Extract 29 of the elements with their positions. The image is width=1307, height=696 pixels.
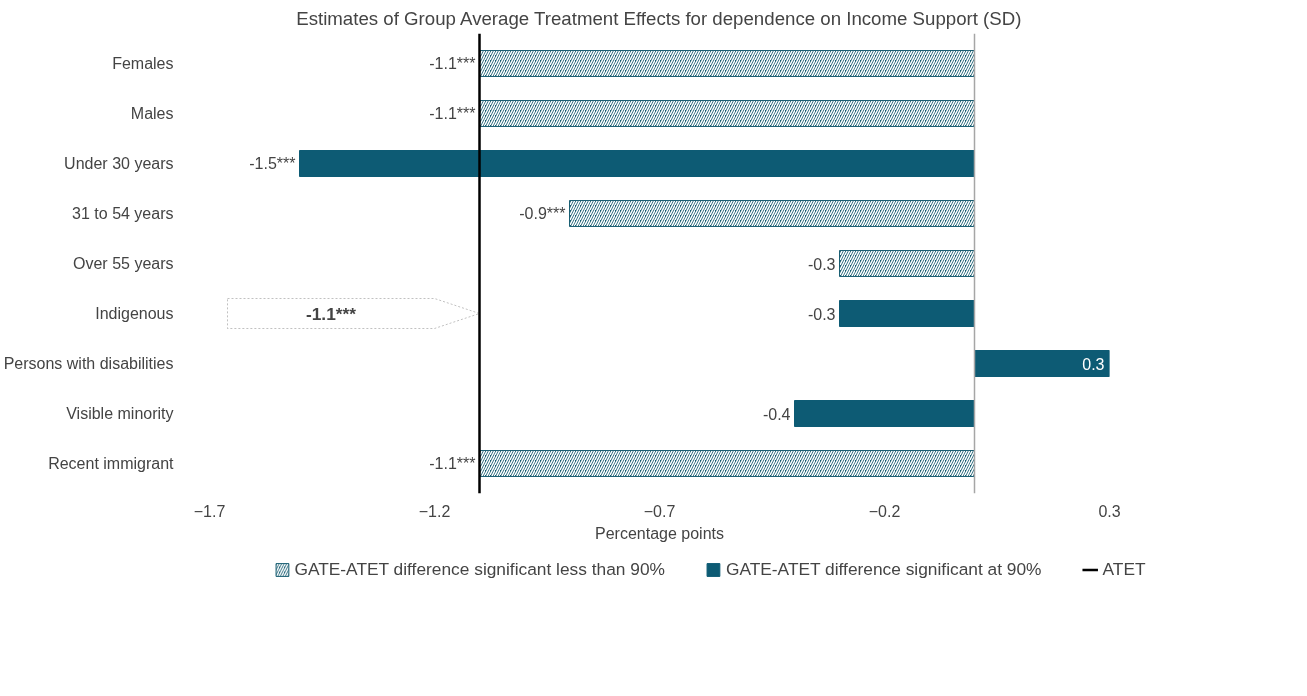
y-tick-label: Visible minority xyxy=(66,405,174,422)
data-label: 0.3 xyxy=(1082,355,1105,373)
annotation: -1.1*** xyxy=(305,303,357,324)
data-label: -1.1*** xyxy=(429,455,476,472)
x-tick-label: 0.3 xyxy=(1098,502,1121,520)
data-label: -0.3 xyxy=(807,255,836,273)
y-tick-label: 31 to 54 years xyxy=(72,205,174,222)
chart-title: Estimates of Group Average Treatment Effects for dependence on Income Support (SD) xyxy=(296,7,1022,29)
y-tick-label: Under 30 years xyxy=(64,155,174,172)
data-label: -0.3 xyxy=(807,305,836,323)
data-label: -0.9*** xyxy=(519,205,566,222)
legend-label: ATET xyxy=(1102,558,1146,580)
data-label: -1.1*** xyxy=(429,55,476,72)
x-axis-title: Percentage points xyxy=(595,524,724,542)
y-tick-label: Recent immigrant xyxy=(48,455,175,472)
y-tick-label: Males xyxy=(130,105,174,122)
data-label: -1.1*** xyxy=(429,105,476,122)
y-tick-label: Over 55 years xyxy=(73,255,174,272)
x-tick-label: −0.7 xyxy=(643,502,676,520)
legend-label: GATE-ATET difference significant less than 90% xyxy=(294,558,665,580)
y-tick-label: Females xyxy=(112,55,174,72)
x-tick-label: −1.7 xyxy=(193,502,226,520)
y-tick-label: Persons with disabilities xyxy=(3,355,174,372)
x-tick-label: −1.2 xyxy=(418,502,451,520)
data-label: -1.5*** xyxy=(249,155,296,172)
x-tick-label: −0.2 xyxy=(868,502,901,520)
data-label: -0.4 xyxy=(762,405,791,423)
y-tick-label: Indigenous xyxy=(95,305,174,322)
legend-label: GATE-ATET difference significant at 90% xyxy=(725,558,1042,580)
